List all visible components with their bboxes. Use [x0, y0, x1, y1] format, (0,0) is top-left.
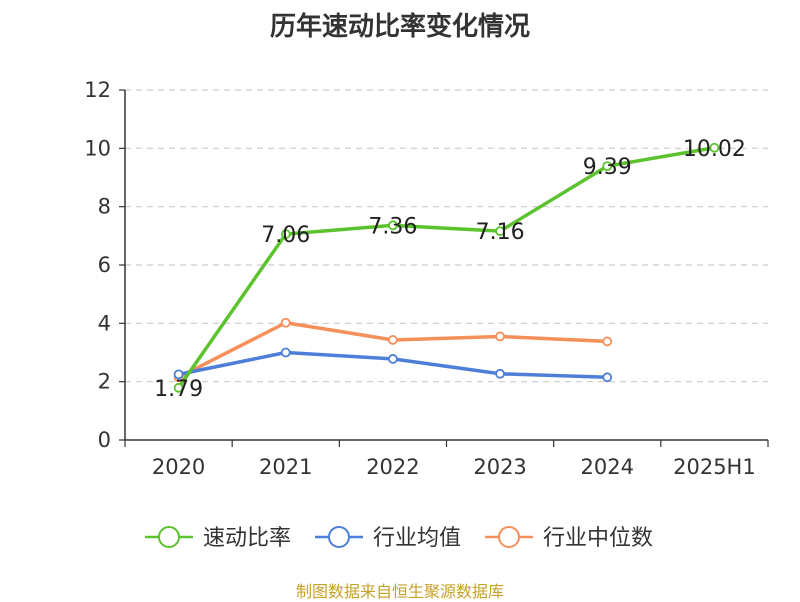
- series-line: [177, 321, 608, 379]
- chart-title: 历年速动比率变化情况: [269, 12, 530, 42]
- data-point[interactable]: [388, 335, 398, 345]
- data-point[interactable]: [495, 331, 505, 342]
- x-tick-label: 2024: [581, 455, 634, 479]
- axes: 0 2 4 6 8 10 12 2020 2021 2022 2023 2024 2025H1: [84, 78, 769, 479]
- data-point[interactable]: [602, 336, 613, 347]
- data-label: 9.39: [583, 155, 632, 180]
- legend-swatch-marker: [328, 526, 350, 548]
- data-labels: 1.79 7.06 7.36 7.16 9.39 10.02: [154, 137, 746, 402]
- x-tick-label: 2023: [473, 455, 526, 479]
- legend-label: 速动比率: [203, 526, 291, 551]
- x-tick-label: 2025H1: [673, 455, 756, 479]
- data-point[interactable]: [173, 369, 184, 380]
- data-point[interactable]: [280, 347, 291, 358]
- y-tick-label: 2: [98, 370, 111, 394]
- series-1: [173, 142, 720, 393]
- legend-item-3[interactable]: 行业中位数: [485, 526, 653, 551]
- x-tick-label: 2020: [152, 455, 205, 479]
- legend-item-1[interactable]: 速动比率: [145, 526, 291, 551]
- data-point[interactable]: [602, 372, 613, 383]
- legend-label: 行业均值: [373, 526, 461, 551]
- data-point[interactable]: [388, 354, 398, 364]
- series-2: [173, 347, 613, 383]
- data-point[interactable]: [495, 368, 505, 379]
- data-label: 1.79: [154, 377, 203, 402]
- series-lines: [173, 142, 720, 393]
- data-label: 7.36: [368, 214, 417, 239]
- data-point[interactable]: [173, 382, 184, 393]
- series-3: [173, 317, 613, 383]
- y-tick-label: 10: [84, 136, 111, 160]
- grid-lines: [125, 89, 768, 383]
- legend-swatch-marker: [498, 526, 520, 548]
- data-point[interactable]: [388, 220, 398, 231]
- legend-label: 行业中位数: [543, 526, 653, 551]
- source-note: 制图数据来自恒生聚源数据库: [295, 582, 504, 601]
- y-tick-label: 0: [98, 428, 111, 452]
- x-tick-label: 2022: [366, 455, 419, 479]
- series-line: [177, 146, 715, 389]
- y-tick-label: 8: [98, 195, 111, 219]
- data-label: 10.02: [683, 137, 746, 162]
- data-label: 7.06: [261, 223, 310, 248]
- y-tick-label: 4: [98, 311, 111, 335]
- legend-item-2[interactable]: 行业均值: [315, 526, 461, 551]
- legend[interactable]: 速动比率 行业均值 行业中位数: [145, 526, 653, 551]
- data-point[interactable]: [709, 142, 720, 153]
- data-point[interactable]: [280, 317, 291, 328]
- y-tick-label: 6: [98, 253, 111, 277]
- data-label: 7.16: [476, 220, 525, 245]
- legend-swatch-marker: [158, 526, 180, 548]
- y-tick-label: 12: [84, 78, 111, 102]
- data-point[interactable]: [280, 229, 291, 239]
- data-point[interactable]: [495, 226, 505, 237]
- x-tick-label: 2021: [259, 455, 312, 479]
- data-point[interactable]: [602, 161, 613, 172]
